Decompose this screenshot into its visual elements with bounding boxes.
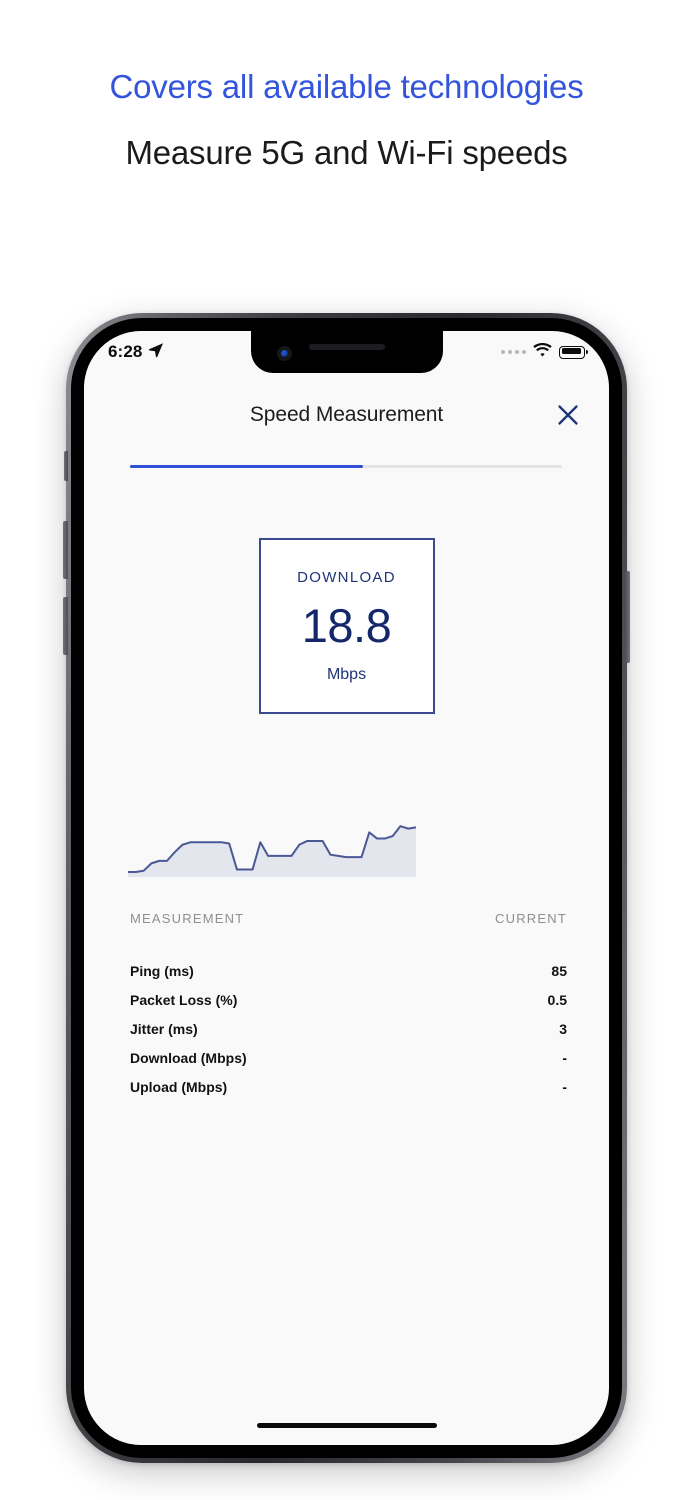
measurement-table: MEASUREMENT CURRENT Ping (ms) 85 Packet Lo… (130, 911, 567, 1101)
notch (250, 331, 443, 373)
measurement-name: Packet Loss (%) (130, 991, 238, 1008)
home-indicator[interactable] (256, 1422, 437, 1428)
measurement-name: Download (Mbps) (130, 1049, 247, 1066)
speed-sparkline-chart (128, 811, 416, 879)
headline-secondary: Measure 5G and Wi-Fi speeds (125, 134, 568, 171)
volume-up-button[interactable] (63, 521, 68, 579)
sparkline-svg (128, 825, 416, 877)
phone-mockup: 6:28 (63, 313, 630, 1463)
table-row: Ping (ms) 85 (130, 956, 567, 985)
status-bar-left: 6:28 (108, 342, 164, 363)
table-row: Jitter (ms) 3 (130, 1014, 567, 1043)
table-row: Upload (Mbps) - (130, 1072, 567, 1101)
download-card-unit: Mbps (326, 665, 367, 683)
column-header-measurement: MEASUREMENT (130, 911, 245, 926)
download-card-label: DOWNLOAD (297, 568, 396, 586)
status-time: 6:28 (108, 342, 143, 361)
battery-full-icon (559, 345, 588, 359)
progress-bar-track (130, 465, 562, 468)
location-arrow-icon (148, 342, 164, 363)
app-header: Speed Measurement (84, 373, 609, 457)
earpiece-speaker-icon (308, 344, 385, 350)
measurement-name: Upload (Mbps) (130, 1078, 228, 1095)
status-bar-right (501, 342, 588, 362)
measurement-current-value: 85 (551, 962, 567, 979)
measurement-table-body: Ping (ms) 85 Packet Loss (%) 0.5 Jitter (ms)… (130, 956, 567, 1101)
measurement-name: Ping (ms) (130, 962, 194, 979)
phone-screen: 6:28 (84, 331, 609, 1445)
page-title: Speed Measurement (249, 403, 444, 426)
headline-primary: Covers all available technologies (109, 68, 584, 105)
table-row: Download (Mbps) - (130, 1043, 567, 1072)
measurement-current-value: - (562, 1078, 567, 1095)
measurement-current-value: 3 (559, 1020, 567, 1037)
measurement-current-value: 0.5 (547, 991, 567, 1008)
silent-switch-button[interactable] (64, 451, 68, 481)
status-bar: 6:28 (84, 331, 609, 373)
measurement-current-value: - (562, 1049, 567, 1066)
sparkline-area (128, 826, 416, 877)
power-button[interactable] (625, 571, 630, 663)
close-x-icon[interactable] (553, 400, 583, 430)
app-content: Speed Measurement DOWNLOAD 18.8 Mbps (84, 373, 609, 1445)
wifi-icon (533, 342, 552, 362)
sparkline-line (128, 825, 416, 874)
column-header-current: CURRENT (495, 911, 567, 926)
table-row: Packet Loss (%) 0.5 (130, 985, 567, 1014)
download-result-card: DOWNLOAD 18.8 Mbps (258, 538, 435, 714)
front-camera-icon (276, 346, 292, 361)
measurement-name: Jitter (ms) (130, 1020, 198, 1037)
progress-bar-fill (130, 465, 364, 468)
volume-down-button[interactable] (63, 597, 68, 655)
measurement-table-header: MEASUREMENT CURRENT (130, 911, 567, 926)
download-card-value: 18.8 (301, 598, 392, 652)
cellular-dots-icon (501, 350, 526, 354)
headline-block: Covers all available technologies Measur… (0, 64, 693, 176)
